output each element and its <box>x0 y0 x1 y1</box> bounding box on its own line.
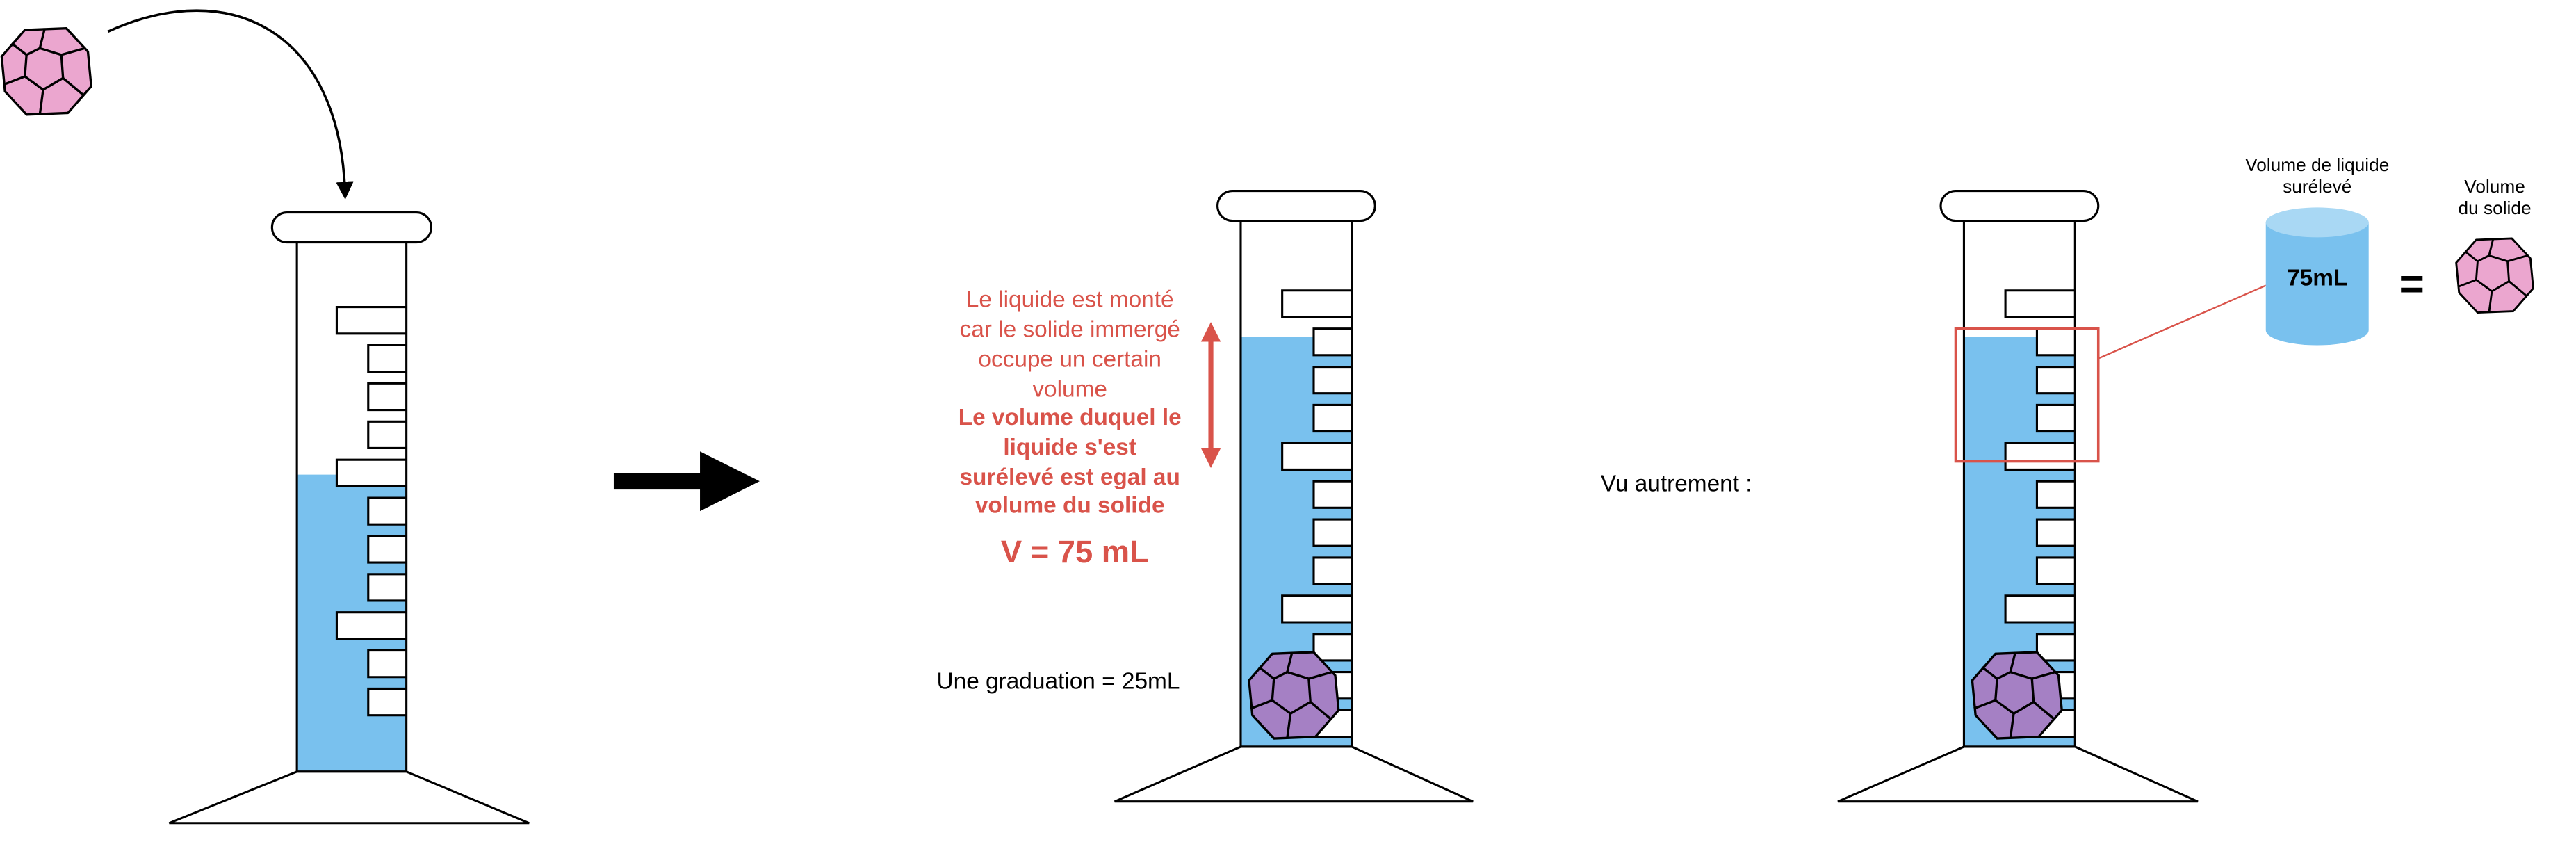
graduation-mark <box>2035 633 2076 662</box>
raised-volume-title: Volume de liquide <box>2245 154 2389 175</box>
cylinder-rim <box>1939 190 2100 222</box>
graduation-mark <box>1312 633 1352 662</box>
graduation-mark <box>1281 442 1352 471</box>
graduated-cylinder-2 <box>1114 190 1474 803</box>
conclusion-line: Le volume duquel le <box>959 405 1182 430</box>
cylinder-base <box>168 770 530 825</box>
graduation-note: Une graduation = 25mL <box>937 668 1180 694</box>
graduation-mark <box>2004 594 2076 624</box>
graduated-cylinder-1 <box>168 211 530 825</box>
raised-volume-highlight <box>1954 327 2100 463</box>
volume-cylinder-icon <box>2265 207 2369 346</box>
graduation-mark <box>1312 556 1352 585</box>
scene-2: Le liquide est monté car le solide immer… <box>937 190 1474 803</box>
cylinder-rim <box>1216 190 1376 222</box>
graduation-mark <box>367 420 407 449</box>
explanation-line: volume <box>1032 376 1107 402</box>
graduation-mark <box>367 573 407 602</box>
graduation-mark <box>1281 289 1352 318</box>
graduation-mark <box>2035 556 2076 585</box>
scene-3: Vu autrement : Volume de liquide surélev… <box>1601 154 2534 803</box>
explanation-line: occupe un certain <box>978 347 1161 373</box>
conclusion-line: surélevé est egal au <box>959 464 1180 490</box>
graduation-mark <box>2035 518 2076 547</box>
graduation-mark <box>335 611 407 640</box>
graduation-mark <box>335 306 407 335</box>
graduation-mark <box>2035 365 2076 395</box>
graduation-mark <box>367 496 407 526</box>
graduation-mark <box>367 687 407 717</box>
raised-volume-value: 75mL <box>2287 266 2347 291</box>
graduation-mark <box>1312 327 1352 357</box>
equals-sign: = <box>2399 261 2424 309</box>
graduation-mark <box>2004 442 2076 471</box>
solid-volume-title: du solide <box>2459 197 2532 218</box>
graduation-mark <box>367 382 407 412</box>
conclusion-line: liquide s'est <box>1003 435 1136 460</box>
cylinder-rim <box>270 211 433 244</box>
graduation-mark <box>2035 327 2076 357</box>
cylinder-base <box>1837 745 2199 803</box>
graduation-mark <box>367 343 407 373</box>
graduation-mark <box>1312 518 1352 547</box>
graduation-mark <box>1281 594 1352 624</box>
fall-trajectory-arrow <box>107 9 354 200</box>
scene-1 <box>0 9 530 825</box>
solid-icon <box>2455 237 2534 314</box>
graduation-ticks <box>1281 289 1352 738</box>
graduation-mark <box>1312 365 1352 395</box>
right-arrow-icon <box>613 451 760 512</box>
highlight-connector <box>2098 284 2267 359</box>
falling-solid <box>0 27 92 116</box>
immersed-solid-icon <box>1248 651 1340 740</box>
solid-volume-title: Volume <box>2464 176 2525 197</box>
graduation-mark <box>1312 403 1352 433</box>
graduation-ticks <box>2004 289 2076 738</box>
cylinder-base <box>1114 745 1474 803</box>
conclusion-line: volume du solide <box>975 493 1165 519</box>
volume-formula: V = 75 mL <box>1001 534 1149 569</box>
graduation-mark <box>2004 289 2076 318</box>
immersed-solid-icon <box>1971 651 2063 740</box>
graduation-mark <box>2035 480 2076 509</box>
explanation-line: car le solide immergé <box>960 317 1180 343</box>
graduation-mark <box>335 458 407 487</box>
graduation-mark <box>367 649 407 679</box>
explanation-text: Le liquide est monté car le solide immer… <box>959 287 1182 569</box>
raised-volume-title: surélevé <box>2283 176 2351 197</box>
graduation-mark <box>1312 480 1352 509</box>
graduation-mark <box>2035 403 2076 433</box>
explanation-line: Le liquide est monté <box>966 287 1174 313</box>
dodecahedron-icon <box>0 27 92 116</box>
graduated-cylinder-3 <box>1837 190 2199 803</box>
alternative-view-label: Vu autrement : <box>1601 471 1752 496</box>
graduation-mark <box>367 535 407 564</box>
graduation-ticks <box>335 306 407 717</box>
